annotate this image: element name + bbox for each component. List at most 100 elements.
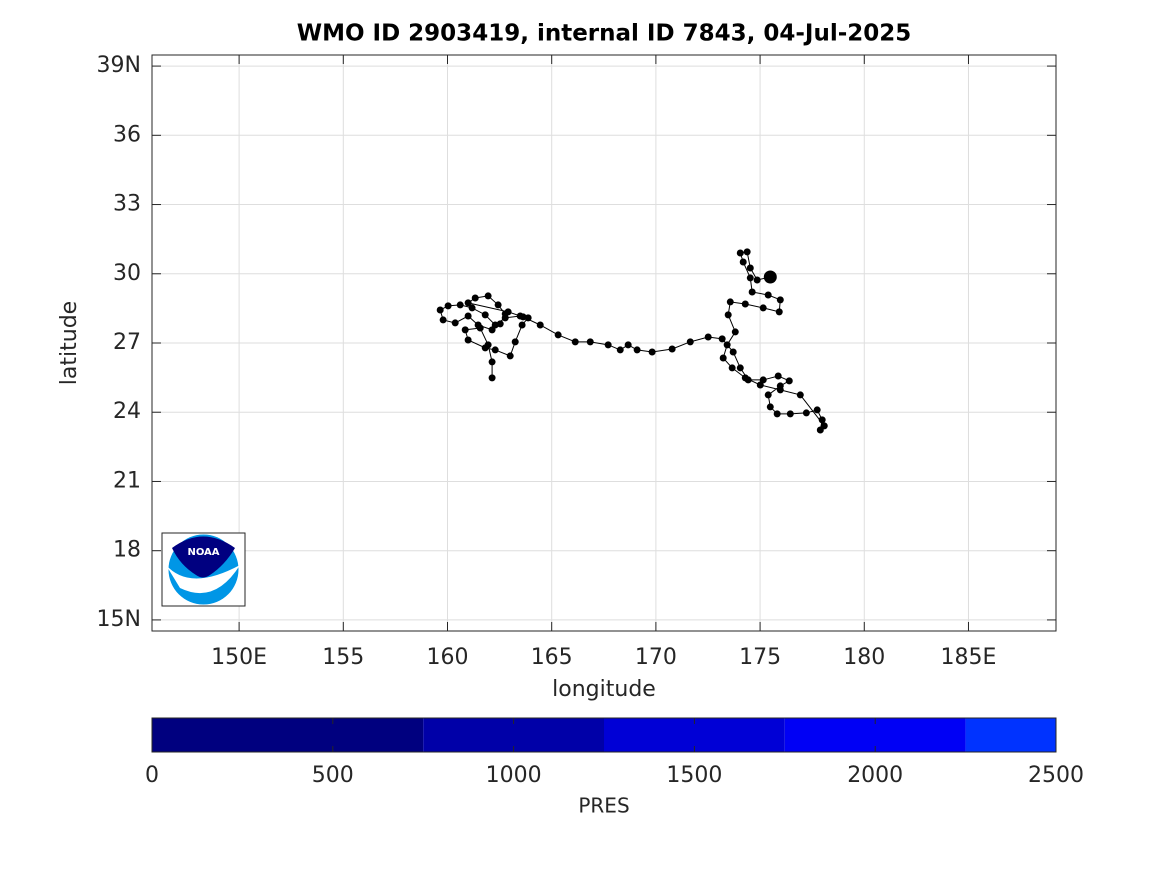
track-point bbox=[444, 302, 452, 310]
track-point bbox=[633, 346, 641, 354]
track-point bbox=[484, 292, 492, 300]
track-point bbox=[718, 335, 726, 343]
y-tick-label: 33 bbox=[113, 192, 141, 217]
track-point bbox=[511, 338, 519, 346]
track-point bbox=[491, 346, 499, 354]
y-tick-label: 21 bbox=[113, 468, 141, 493]
track-point bbox=[736, 364, 744, 372]
track-point bbox=[719, 354, 727, 362]
colorbar-tick-label: 2000 bbox=[847, 763, 903, 788]
track-point bbox=[746, 264, 754, 272]
track-point bbox=[451, 319, 459, 327]
track-point bbox=[536, 321, 544, 329]
x-tick-label: 150E bbox=[211, 645, 267, 670]
track-point bbox=[616, 346, 624, 354]
x-tick-label: 165 bbox=[531, 645, 573, 670]
track-point bbox=[504, 308, 512, 316]
colorbar-label: PRES bbox=[578, 794, 629, 818]
x-tick-label: 180 bbox=[843, 645, 885, 670]
track-point bbox=[704, 333, 712, 341]
chart-title: WMO ID 2903419, internal ID 7843, 04-Jul… bbox=[297, 21, 912, 47]
track-point bbox=[759, 304, 767, 312]
colorbar-frame bbox=[151, 717, 1057, 753]
track-point bbox=[746, 274, 754, 282]
track-point bbox=[724, 311, 732, 319]
x-tick-label: 185E bbox=[941, 645, 997, 670]
colorbar-tick-label: 1500 bbox=[666, 763, 722, 788]
x-tick-label: 160 bbox=[426, 645, 468, 670]
track-point bbox=[756, 381, 764, 389]
track-point bbox=[604, 341, 612, 349]
track-point bbox=[776, 296, 784, 304]
y-tick-label: 30 bbox=[113, 261, 141, 286]
track-point bbox=[494, 301, 502, 309]
y-tick-label: 15N bbox=[97, 607, 141, 632]
track-point bbox=[481, 344, 489, 352]
track-point bbox=[686, 338, 694, 346]
track-point bbox=[741, 374, 749, 382]
track-point bbox=[776, 386, 784, 394]
track-point bbox=[481, 311, 489, 319]
track-point bbox=[759, 376, 767, 384]
track-point bbox=[586, 338, 594, 346]
track-point bbox=[464, 336, 472, 344]
track-point bbox=[786, 410, 794, 418]
track-point bbox=[741, 300, 749, 308]
track-point bbox=[648, 348, 656, 356]
track-point bbox=[726, 298, 734, 306]
y-tick-label: 18 bbox=[113, 538, 141, 563]
track-point bbox=[456, 301, 464, 309]
track-point bbox=[439, 316, 447, 324]
x-tick-label: 175 bbox=[739, 645, 781, 670]
track-point bbox=[554, 331, 562, 339]
track-point bbox=[764, 291, 772, 299]
track-point bbox=[766, 403, 774, 411]
track-point bbox=[464, 299, 472, 307]
track-point bbox=[802, 409, 810, 417]
track-point bbox=[731, 328, 739, 336]
track-point bbox=[820, 422, 828, 430]
track-point bbox=[736, 249, 744, 257]
track-point bbox=[743, 248, 751, 256]
track-point bbox=[764, 391, 772, 399]
track-point bbox=[518, 321, 526, 329]
colorbar-tick-label: 500 bbox=[312, 763, 354, 788]
x-tick-label: 170 bbox=[635, 645, 677, 670]
track-point bbox=[668, 345, 676, 353]
noaa-logo: NOAA bbox=[161, 532, 246, 607]
track-point bbox=[461, 326, 469, 334]
track-point bbox=[488, 326, 496, 334]
track-point bbox=[773, 410, 781, 418]
track-point bbox=[739, 258, 747, 266]
track-point bbox=[813, 406, 821, 414]
track-point bbox=[488, 358, 496, 366]
track-point bbox=[474, 321, 482, 329]
track-point bbox=[774, 372, 782, 380]
track-point bbox=[748, 288, 756, 296]
colorbar-tick-label: 0 bbox=[145, 763, 159, 788]
track-point bbox=[785, 377, 793, 385]
track-point bbox=[729, 348, 737, 356]
axes-frame bbox=[151, 54, 1057, 632]
track-point bbox=[496, 320, 504, 328]
track-point bbox=[464, 312, 472, 320]
last-position bbox=[763, 270, 777, 284]
y-tick-label: 36 bbox=[113, 122, 141, 147]
track-point bbox=[471, 294, 479, 302]
y-axis-label: latitude bbox=[57, 301, 82, 385]
track-point bbox=[571, 338, 579, 346]
track-point bbox=[796, 391, 804, 399]
track-point bbox=[488, 374, 496, 382]
colorbar-tick-label: 2500 bbox=[1028, 763, 1084, 788]
colorbar-segment bbox=[965, 718, 1056, 752]
colorbar-tick-label: 1000 bbox=[486, 763, 542, 788]
y-tick-label: 39N bbox=[97, 53, 141, 78]
track-point bbox=[818, 416, 826, 424]
track-point bbox=[753, 276, 761, 284]
y-tick-label: 24 bbox=[113, 399, 141, 424]
logo-wave bbox=[166, 565, 240, 594]
x-axis-label: longitude bbox=[552, 677, 656, 702]
track-point bbox=[775, 308, 783, 316]
